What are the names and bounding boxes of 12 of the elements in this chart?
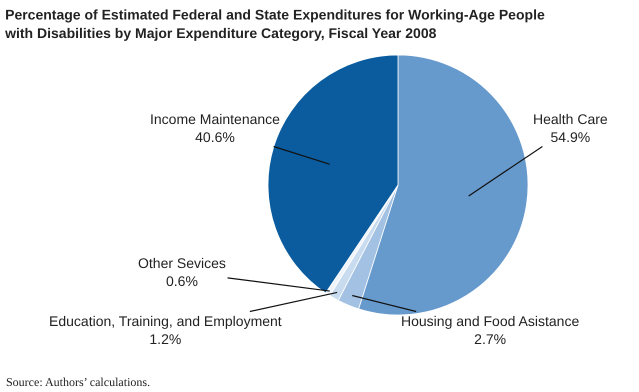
data-label: 40.6% (195, 129, 235, 146)
data-label: 1.2% (149, 331, 182, 348)
data-label: 2.7% (474, 331, 506, 348)
slice-label: Health Care (533, 111, 608, 127)
source-note: Source: Authors’ calculations. (6, 375, 150, 389)
slice-label: Other Sevices (138, 255, 226, 271)
data-label: 0.6% (166, 273, 198, 290)
slice-label: Income Maintenance (150, 111, 280, 127)
data-label: 54.9% (550, 129, 590, 146)
slice-label: Housing and Food Asistance (401, 313, 580, 329)
slice-label: Education, Training, and Employment (49, 313, 282, 329)
chart-title: Percentage of Estimated Federal and State Expenditures for Working-Age People with Disabilities by Major Expenditure Category, Fiscal Year 2008 (4, 6, 545, 41)
